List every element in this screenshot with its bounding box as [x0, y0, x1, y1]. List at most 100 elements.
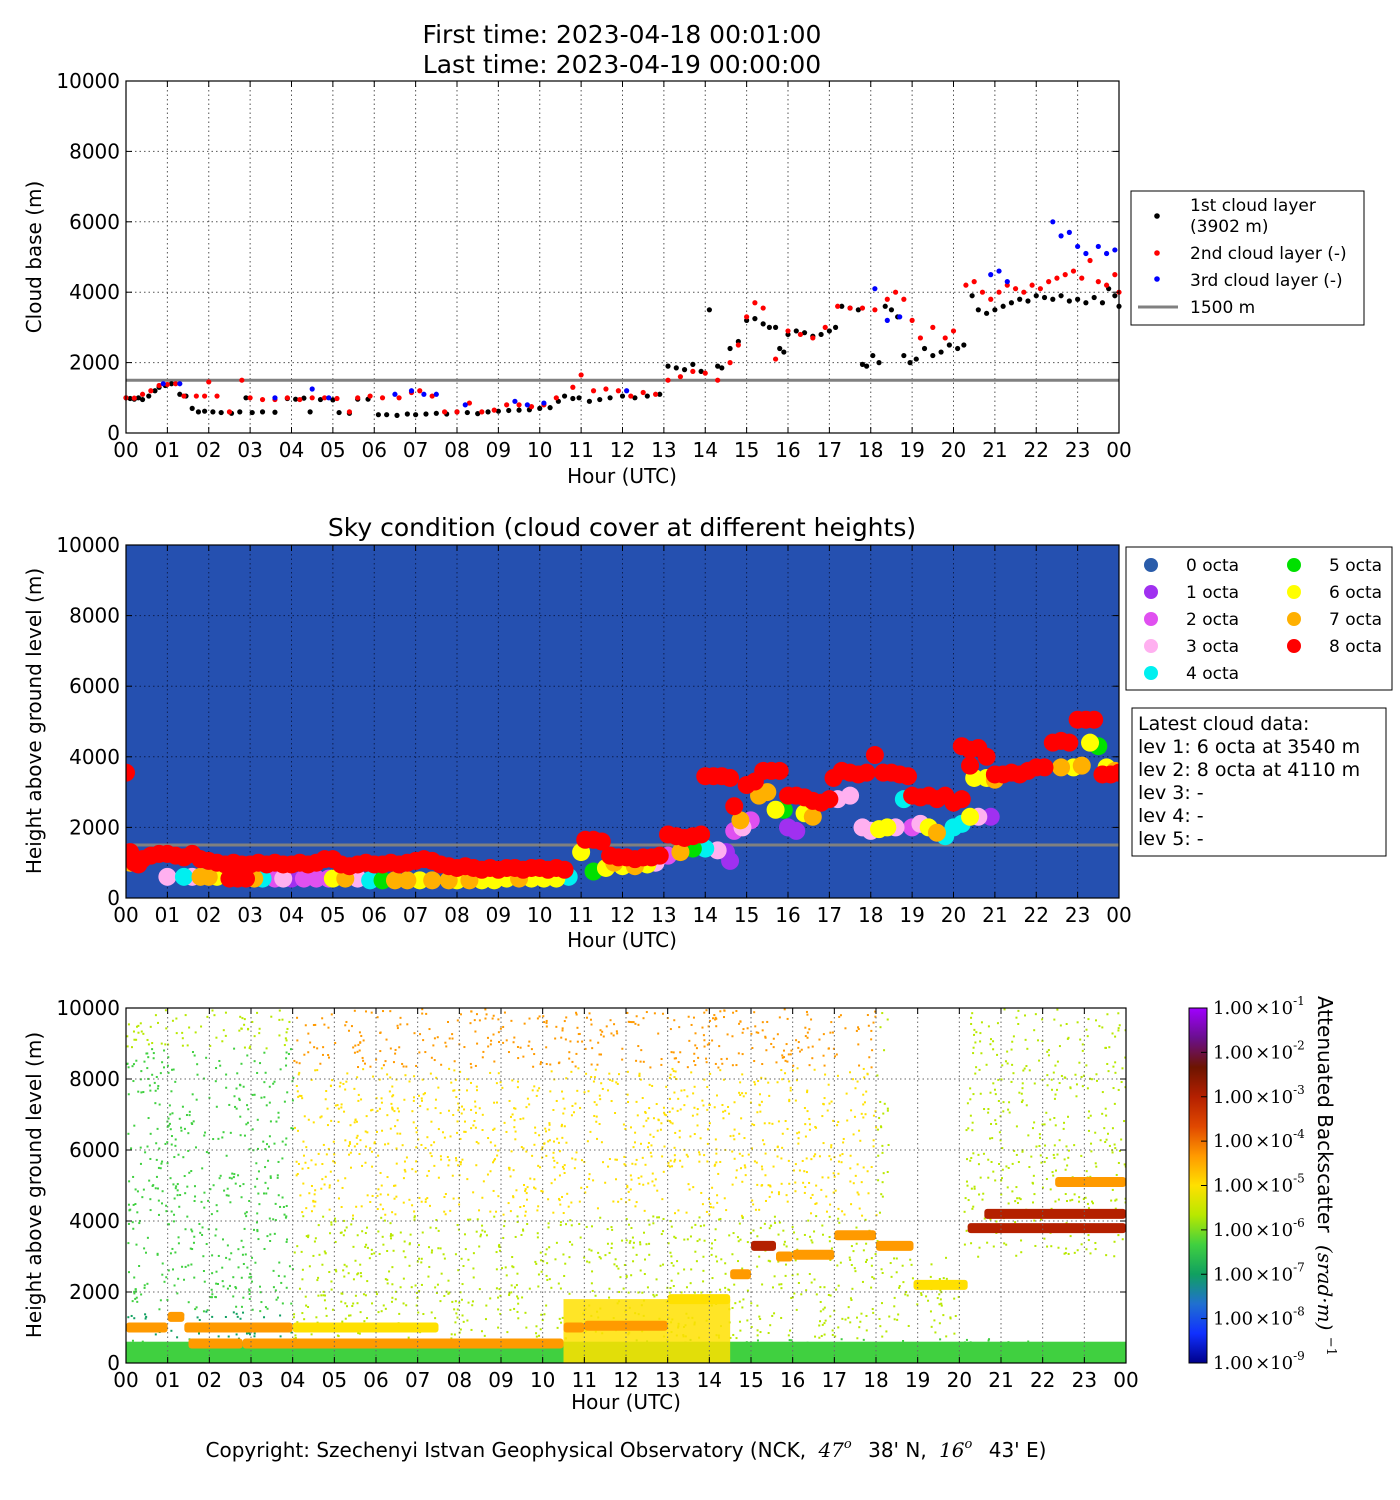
- backscatter-speckle: [370, 1253, 373, 1256]
- backscatter-speckle: [164, 1043, 167, 1046]
- backscatter-speckle: [676, 1109, 679, 1112]
- backscatter-speckle: [1063, 1121, 1066, 1124]
- cloud-base-point-layer2: [259, 396, 266, 403]
- sky-point-8-octa: [721, 768, 740, 787]
- backscatter-speckle: [777, 1191, 780, 1194]
- backscatter-speckle: [450, 1337, 453, 1340]
- backscatter-speckle: [893, 1257, 896, 1260]
- copyright-footer: Copyright: Szechenyi Istvan Geophysical …: [206, 1429, 1047, 1462]
- backscatter-speckle: [806, 1089, 809, 1092]
- backscatter-speckle: [259, 1062, 262, 1065]
- backscatter-speckle: [651, 1180, 654, 1183]
- backscatter-speckle: [635, 1059, 638, 1062]
- backscatter-speckle: [982, 1192, 985, 1195]
- latitude-value: 47: [817, 1438, 844, 1462]
- backscatter-speckle: [442, 1253, 445, 1256]
- backscatter-speckle: [977, 1163, 980, 1166]
- backscatter-speckle: [971, 1121, 974, 1124]
- backscatter-speckle: [965, 1180, 968, 1183]
- legend-marker-layer3: [1154, 276, 1160, 282]
- backscatter-speckle: [797, 1142, 800, 1145]
- cloud-base-point-layer2: [322, 395, 328, 401]
- backscatter-speckle: [772, 1037, 775, 1040]
- backscatter-speckle: [1027, 1340, 1030, 1343]
- sky-point-8-octa: [1085, 710, 1104, 729]
- backscatter-speckle: [424, 1147, 427, 1150]
- backscatter-speckle: [341, 1320, 344, 1323]
- backscatter-speckle: [337, 1120, 340, 1123]
- backscatter-speckle: [552, 1156, 555, 1159]
- backscatter-speckle: [794, 1163, 797, 1166]
- backscatter-speckle: [385, 1038, 388, 1041]
- backscatter-speckle: [967, 1127, 970, 1130]
- sky-point-5-octa: [373, 871, 392, 890]
- backscatter-speckle: [517, 1317, 520, 1320]
- backscatter-speckle: [1060, 1074, 1063, 1077]
- octa-legend-marker: [1287, 612, 1301, 626]
- backscatter-speckle: [641, 1291, 644, 1294]
- backscatter-speckle: [823, 1097, 826, 1100]
- backscatter-speckle: [126, 1045, 129, 1048]
- backscatter-speckle: [345, 1305, 348, 1308]
- backscatter-speckle: [188, 1110, 191, 1113]
- backscatter-speckle: [166, 1141, 169, 1144]
- cloud-base-point-layer2: [156, 382, 162, 389]
- backscatter-speckle: [1050, 1078, 1053, 1081]
- backscatter-speckle: [383, 1219, 386, 1222]
- backscatter-speckle: [356, 1050, 359, 1053]
- backscatter-speckle: [156, 1021, 159, 1024]
- backscatter-speckle: [744, 1092, 747, 1095]
- backscatter-speckle: [740, 1214, 743, 1217]
- latest-cloud-data-frame: [1131, 707, 1387, 857]
- backscatter-speckle: [870, 1029, 873, 1032]
- octa-legend-marker: [1287, 639, 1301, 653]
- backscatter-speckle: [751, 1047, 754, 1050]
- backscatter-speckle: [683, 1268, 686, 1271]
- backscatter-speckle: [217, 1335, 220, 1338]
- backscatter-speckle: [595, 1103, 598, 1106]
- backscatter-speckle: [813, 1068, 816, 1071]
- backscatter-speckle: [1069, 1199, 1072, 1202]
- backscatter-speckle: [191, 1248, 194, 1251]
- backscatter-speckle: [623, 1163, 626, 1166]
- backscatter-speckle: [493, 1101, 496, 1104]
- backscatter-speckle: [746, 1289, 749, 1292]
- backscatter-speckle: [592, 1179, 595, 1182]
- cloud-base-point-layer2: [346, 409, 353, 415]
- backscatter-speckle: [669, 1251, 672, 1254]
- backscatter-speckle: [460, 1298, 463, 1301]
- backscatter-speckle: [205, 1243, 208, 1246]
- backscatter-speckle: [690, 1071, 693, 1074]
- x-tick-label: 10: [527, 438, 552, 462]
- backscatter-speckle: [342, 1234, 345, 1237]
- backscatter-speckle: [783, 1243, 786, 1246]
- backscatter-speckle: [267, 1187, 270, 1190]
- backscatter-speckle: [877, 1154, 880, 1157]
- backscatter-speckle: [635, 1201, 638, 1204]
- backscatter-speckle: [528, 1040, 531, 1043]
- backscatter-speckle: [563, 1164, 566, 1167]
- cloud-base-point-layer2: [1095, 279, 1101, 285]
- backscatter-speckle: [537, 1285, 540, 1288]
- backscatter-speckle: [920, 1294, 923, 1297]
- backscatter-speckle: [639, 1243, 642, 1246]
- backscatter-speckle: [413, 1075, 416, 1078]
- backscatter-speckle: [989, 1038, 992, 1041]
- backscatter-speckle: [375, 1097, 378, 1100]
- backscatter-speckle: [181, 1265, 184, 1268]
- backscatter-speckle: [676, 1260, 679, 1263]
- backscatter-speckle: [536, 1017, 539, 1020]
- backscatter-speckle: [522, 1205, 525, 1208]
- backscatter-speckle: [202, 1255, 205, 1258]
- backscatter-speckle: [1124, 1197, 1126, 1200]
- backscatter-speckle: [880, 1268, 883, 1271]
- backscatter-speckle: [296, 1090, 299, 1093]
- backscatter-speckle: [858, 1326, 861, 1329]
- x-tick-label: 12: [610, 903, 635, 927]
- backscatter-speckle: [326, 1107, 329, 1110]
- backscatter-speckle: [636, 1114, 639, 1117]
- backscatter-speckle: [829, 1031, 832, 1034]
- backscatter-speckle: [733, 1283, 736, 1286]
- backscatter-speckle: [493, 1127, 496, 1130]
- backscatter-speckle: [481, 1224, 484, 1227]
